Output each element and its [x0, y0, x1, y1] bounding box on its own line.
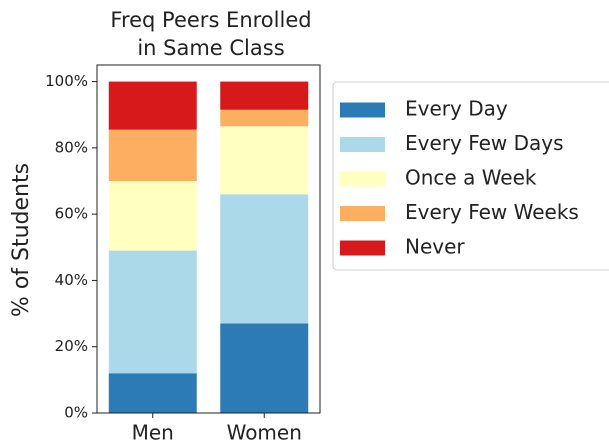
x-tick-label: Men	[132, 421, 174, 444]
legend-label: Every Few Days	[405, 131, 564, 155]
y-tick-label: 0%	[64, 404, 88, 422]
legend-label: Never	[405, 235, 465, 259]
bar-segment	[108, 373, 197, 413]
legend-swatch	[340, 171, 385, 187]
legend-label: Every Few Weeks	[405, 200, 579, 224]
bar-segment	[108, 181, 197, 251]
bar-segment	[220, 323, 309, 413]
x-tick-label: Women	[227, 421, 302, 444]
bar-segment	[220, 126, 309, 195]
legend-swatch	[340, 137, 385, 152]
legend-swatch	[340, 206, 385, 221]
plot-frame	[96, 64, 321, 414]
y-axis-label: % of Students	[9, 163, 34, 317]
y-tick-label: 80%	[55, 138, 88, 156]
legend-label: Every Day	[405, 97, 508, 121]
legend-swatch	[340, 102, 385, 118]
legend-swatch	[340, 240, 385, 256]
chart-title: in Same Class	[137, 36, 284, 60]
bar-segment	[220, 81, 309, 110]
legend-box	[332, 81, 609, 271]
bar-segment	[220, 194, 309, 324]
chart-title: Freq Peers Enrolled	[110, 8, 311, 32]
y-tick-label: 20%	[55, 337, 88, 355]
y-tick-label: 100%	[45, 72, 88, 90]
y-tick-label: 40%	[55, 271, 88, 289]
legend-label: Once a Week	[405, 166, 537, 190]
bar-segment	[108, 250, 197, 374]
y-tick-label: 60%	[55, 205, 88, 223]
bar-segment	[108, 129, 197, 181]
bar-segment	[220, 109, 309, 127]
bar-segment	[108, 81, 197, 130]
